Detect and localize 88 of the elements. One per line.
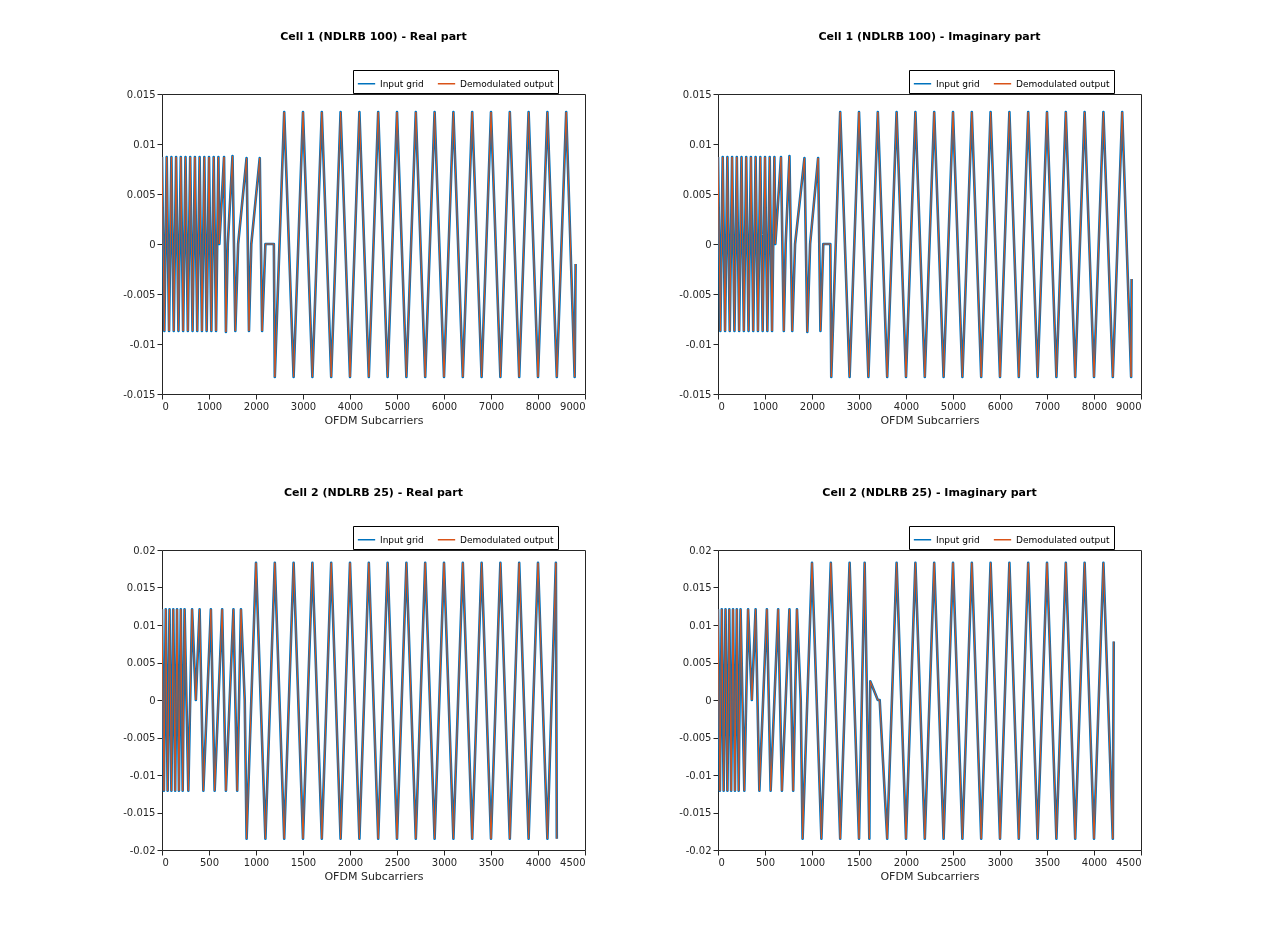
y-tick-label: 0.01	[689, 138, 712, 150]
x-tick-label: 1500	[290, 856, 317, 868]
y-tick-label: -0.02	[685, 844, 712, 856]
x-tick-label: 4000	[893, 400, 920, 412]
legend-label: Input grid	[936, 534, 980, 545]
y-tick-label: 0.02	[689, 544, 712, 556]
chart-title: Cell 1 (NDLRB 100) - Real part	[280, 29, 467, 43]
y-tick-label: -0.005	[679, 732, 712, 743]
x-tick-label: 4500	[1116, 856, 1142, 868]
y-tick-label: -0.01	[129, 769, 156, 781]
y-tick-label: 0	[705, 238, 712, 250]
x-tick-label: 2000	[799, 400, 826, 412]
x-tick-label: 0	[718, 400, 725, 412]
x-tick-label: 8000	[525, 400, 552, 412]
chart-title: Cell 2 (NDLRB 25) - Imaginary part	[822, 485, 1037, 499]
x-tick-label: 0	[162, 856, 169, 868]
legend-label: Input grid	[380, 534, 424, 545]
y-tick-label: 0.005	[682, 657, 712, 668]
y-tick-label: -0.015	[123, 807, 156, 818]
x-tick-label: 2000	[337, 856, 364, 868]
y-tick-label: 0.005	[126, 657, 156, 668]
x-tick-label: 1000	[196, 400, 223, 412]
x-tick-label: 500	[755, 856, 776, 868]
x-tick-label: 0	[162, 400, 169, 412]
x-tick-label: 1000	[752, 400, 779, 412]
x-tick-label: 2500	[384, 856, 411, 868]
x-axis-title: OFDM Subcarriers	[880, 413, 980, 427]
y-tick-label: -0.01	[129, 338, 156, 350]
x-tick-label: 3000	[290, 400, 317, 412]
legend-label: Demodulated output	[460, 78, 554, 89]
legend-label: Input grid	[936, 78, 980, 89]
y-tick-label: 0	[149, 238, 156, 250]
y-tick-label: -0.005	[123, 288, 156, 300]
x-tick-label: 7000	[478, 400, 505, 412]
legend-label: Demodulated output	[460, 534, 554, 545]
y-tick-label: 0.015	[682, 582, 712, 593]
x-tick-label: 4500	[560, 856, 586, 868]
y-tick-label: 0.01	[133, 138, 156, 150]
x-tick-label: 2500	[940, 856, 967, 868]
x-axis-title: OFDM Subcarriers	[324, 413, 424, 427]
x-tick-label: 8000	[1081, 400, 1108, 412]
x-tick-label: 500	[199, 856, 220, 868]
y-tick-label: -0.02	[129, 844, 156, 856]
x-tick-label: 1000	[799, 856, 826, 868]
y-tick-label: -0.015	[679, 807, 712, 818]
x-tick-label: 0	[718, 856, 725, 868]
y-tick-label: 0.005	[682, 188, 712, 200]
y-tick-label: 0	[705, 694, 712, 706]
y-tick-label: 0.01	[133, 619, 156, 631]
y-tick-label: 0.01	[689, 619, 712, 631]
y-tick-label: -0.015	[679, 388, 712, 400]
x-tick-label: 6000	[987, 400, 1014, 412]
x-axis-title: OFDM Subcarriers	[324, 869, 424, 883]
x-axis-title: OFDM Subcarriers	[880, 869, 980, 883]
y-tick-label: 0.015	[126, 88, 156, 100]
legend-label: Demodulated output	[1016, 534, 1110, 545]
x-tick-label: 6000	[431, 400, 458, 412]
y-tick-label: -0.01	[685, 769, 712, 781]
y-tick-label: 0.02	[133, 544, 156, 556]
x-tick-label: 3500	[1034, 856, 1061, 868]
y-tick-label: 0.015	[126, 582, 156, 593]
chart-title: Cell 2 (NDLRB 25) - Real part	[284, 485, 463, 499]
x-tick-label: 2000	[243, 400, 270, 412]
y-tick-label: 0	[149, 694, 156, 706]
x-tick-label: 4000	[337, 400, 364, 412]
y-tick-label: 0.005	[126, 188, 156, 200]
x-tick-label: 1500	[846, 856, 873, 868]
x-tick-label: 5000	[384, 400, 411, 412]
y-tick-label: -0.01	[685, 338, 712, 350]
chart-title: Cell 1 (NDLRB 100) - Imaginary part	[818, 29, 1041, 43]
y-tick-label: 0.015	[682, 88, 712, 100]
y-tick-label: -0.005	[679, 288, 712, 300]
y-tick-label: -0.015	[123, 388, 156, 400]
x-tick-label: 4000	[1081, 856, 1108, 868]
x-tick-label: 2000	[893, 856, 920, 868]
y-tick-label: -0.005	[123, 732, 156, 743]
legend-label: Demodulated output	[1016, 78, 1110, 89]
x-tick-label: 3000	[846, 400, 873, 412]
legend-label: Input grid	[380, 78, 424, 89]
x-tick-label: 3000	[431, 856, 458, 868]
x-tick-label: 1000	[243, 856, 270, 868]
x-tick-label: 4000	[525, 856, 552, 868]
x-tick-label: 7000	[1034, 400, 1061, 412]
x-tick-label: 5000	[940, 400, 967, 412]
x-tick-label: 3000	[987, 856, 1014, 868]
x-tick-label: 3500	[478, 856, 505, 868]
x-tick-label: 9000	[560, 400, 586, 412]
x-tick-label: 9000	[1116, 400, 1142, 412]
